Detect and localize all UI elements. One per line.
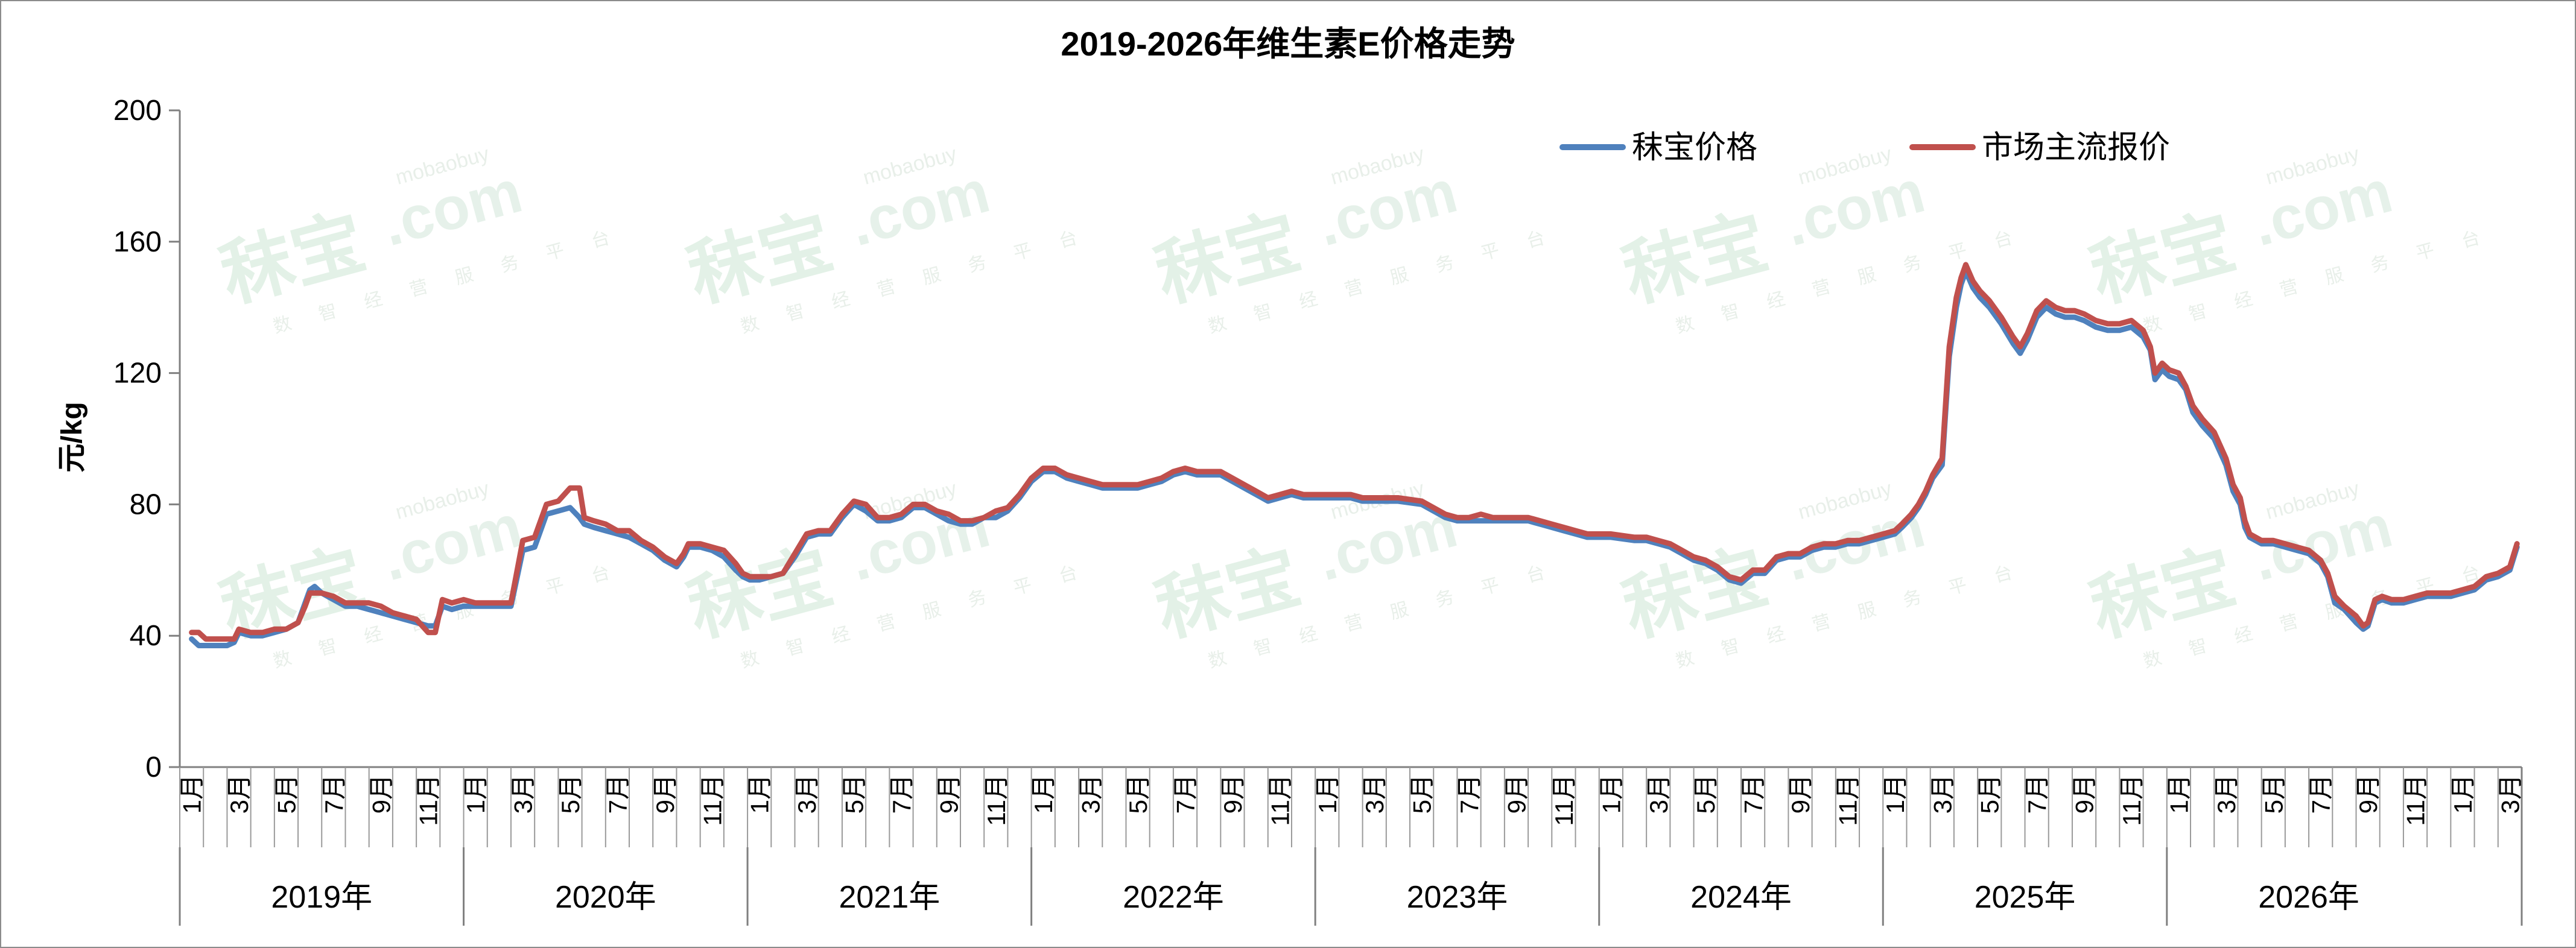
month-label: 11月 xyxy=(982,774,1010,826)
month-label: 5月 xyxy=(1408,774,1436,814)
month-label: 1月 xyxy=(2449,774,2477,814)
year-label: 2026年 xyxy=(2258,880,2359,915)
month-label: 1月 xyxy=(746,774,774,814)
month-label: 5月 xyxy=(2259,774,2288,814)
month-label: 1月 xyxy=(1597,774,1625,814)
y-tick-label: 40 xyxy=(130,620,162,652)
month-label: 9月 xyxy=(1786,774,1815,814)
y-tick-label: 0 xyxy=(145,751,162,783)
month-label: 9月 xyxy=(1219,774,1247,814)
month-label: 7月 xyxy=(2307,774,2335,814)
month-label: 7月 xyxy=(1172,774,1200,814)
series-line-mobao xyxy=(189,268,2520,648)
series-layer xyxy=(189,262,2520,648)
month-label: 3月 xyxy=(2212,774,2241,814)
month-label: 7月 xyxy=(320,774,348,814)
month-label: 7月 xyxy=(1739,774,1768,814)
series-line-market xyxy=(189,262,2520,642)
year-label: 2024年 xyxy=(1690,880,1792,915)
month-label: 3月 xyxy=(1645,774,1673,814)
y-axis: 0 40 80 120 160 200 xyxy=(113,95,181,783)
month-label: 5月 xyxy=(556,774,585,814)
month-label: 3月 xyxy=(225,774,253,814)
month-label: 9月 xyxy=(934,774,963,814)
month-label: 11月 xyxy=(698,774,726,826)
y-tick-label: 120 xyxy=(113,358,162,390)
legend: 秣宝价格 市场主流报价 xyxy=(1559,130,2170,165)
month-label: 9月 xyxy=(2070,774,2099,814)
year-label: 2025年 xyxy=(1975,880,2076,915)
month-label: 1月 xyxy=(1313,774,1342,814)
month-label: 9月 xyxy=(1502,774,1531,814)
legend-label-market: 市场主流报价 xyxy=(1982,130,2170,165)
month-label: 11月 xyxy=(1833,774,1862,826)
month-label: 11月 xyxy=(1266,774,1294,826)
month-label: 7月 xyxy=(1455,774,1483,814)
y-tick-label: 80 xyxy=(130,488,162,520)
month-label: 7月 xyxy=(2023,774,2051,814)
month-label: 3月 xyxy=(1928,774,1956,814)
month-label: 1月 xyxy=(1881,774,1909,814)
y-tick-label: 160 xyxy=(113,226,162,258)
chart-title: 2019-2026年维生素E价格走势 xyxy=(1061,25,1515,63)
year-label: 2021年 xyxy=(839,880,941,915)
year-label: 2022年 xyxy=(1123,880,1224,915)
y-tick-label: 200 xyxy=(113,95,162,127)
month-label: 1月 xyxy=(178,774,206,814)
month-label: 5月 xyxy=(840,774,869,814)
month-label: 5月 xyxy=(1692,774,1720,814)
month-label: 5月 xyxy=(1124,774,1152,814)
month-label: 11月 xyxy=(1550,774,1578,826)
month-label: 3月 xyxy=(793,774,821,814)
year-label: 2020年 xyxy=(555,880,656,915)
month-label: 1月 xyxy=(1029,774,1058,814)
month-label: 7月 xyxy=(603,774,632,814)
y-axis-label: 元/kg xyxy=(56,402,88,472)
x-axis: 1月 3月 5月 7月 9月 11月 1月 3月 5月 7月 9月 11月 1月 3月 5月 7月 9月 11月 1… xyxy=(178,766,2524,926)
month-label: 11月 xyxy=(414,774,443,826)
month-label: 3月 xyxy=(509,774,538,814)
month-label: 9月 xyxy=(367,774,395,814)
month-label: 1月 xyxy=(2165,774,2193,814)
month-label: 3月 xyxy=(1360,774,1389,814)
month-label: 5月 xyxy=(272,774,300,814)
month-label: 7月 xyxy=(887,774,916,814)
month-label: 11月 xyxy=(2402,774,2430,826)
year-label: 2023年 xyxy=(1407,880,1508,915)
month-label: 9月 xyxy=(2354,774,2382,814)
legend-label-mobao: 秣宝价格 xyxy=(1632,130,1757,165)
year-label: 2019年 xyxy=(271,880,372,915)
month-label: 11月 xyxy=(2118,774,2146,826)
month-label: 1月 xyxy=(462,774,490,814)
month-label: 5月 xyxy=(1976,774,2004,814)
month-label: 3月 xyxy=(2496,774,2524,814)
month-label: 3月 xyxy=(1077,774,1105,814)
month-label: 9月 xyxy=(651,774,679,814)
